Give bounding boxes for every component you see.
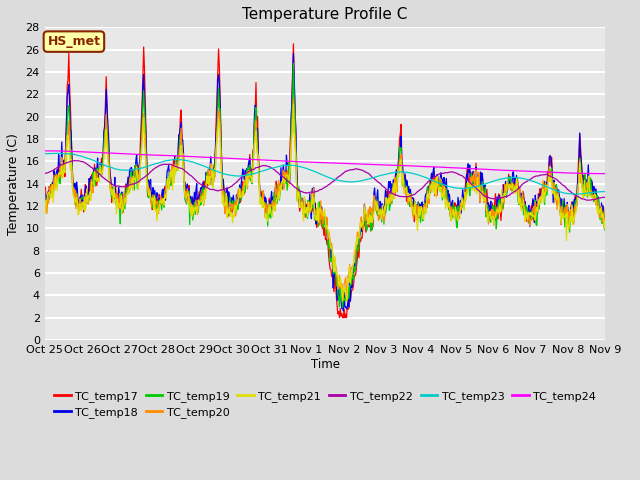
TC_temp18 — [109, 184, 116, 190]
Line: TC_temp18: TC_temp18 — [45, 54, 605, 311]
TC_temp21 — [195, 203, 203, 208]
TC_temp22 — [196, 181, 204, 187]
TC_temp23 — [410, 171, 418, 177]
TC_temp24 — [52, 148, 60, 154]
TC_temp20 — [166, 182, 173, 188]
TC_temp19 — [395, 168, 403, 174]
TC_temp17 — [41, 203, 49, 208]
TC_temp24 — [196, 154, 204, 160]
TC_temp17 — [166, 178, 173, 183]
TC_temp17 — [109, 192, 116, 197]
Line: TC_temp22: TC_temp22 — [45, 161, 605, 200]
TC_temp22 — [41, 171, 49, 177]
TC_temp18 — [41, 195, 49, 201]
TC_temp23 — [109, 165, 117, 171]
Y-axis label: Temperature (C): Temperature (C) — [7, 132, 20, 235]
TC_temp23 — [166, 157, 174, 163]
TC_temp20 — [109, 190, 116, 195]
TC_temp19 — [109, 184, 116, 190]
TC_temp21 — [602, 206, 609, 212]
TC_temp24 — [109, 150, 117, 156]
TC_temp24 — [602, 171, 609, 177]
TC_temp18 — [602, 211, 609, 216]
TC_temp22 — [585, 197, 593, 203]
TC_temp20 — [602, 207, 609, 213]
TC_temp21 — [395, 174, 403, 180]
TC_temp17 — [290, 41, 298, 47]
TC_temp23 — [41, 151, 49, 156]
TC_temp17 — [395, 160, 403, 166]
TC_temp18 — [412, 205, 419, 211]
TC_temp24 — [166, 153, 174, 158]
TC_temp20 — [290, 96, 298, 102]
TC_temp19 — [41, 200, 49, 206]
TC_temp22 — [394, 193, 402, 199]
TC_temp17 — [412, 208, 419, 214]
TC_temp24 — [45, 148, 53, 154]
TC_temp20 — [51, 187, 59, 193]
TC_temp21 — [51, 185, 59, 191]
TC_temp17 — [51, 180, 59, 186]
TC_temp17 — [335, 315, 343, 321]
Line: TC_temp24: TC_temp24 — [45, 151, 605, 174]
X-axis label: Time: Time — [310, 358, 340, 371]
TC_temp21 — [342, 299, 350, 304]
TC_temp18 — [195, 192, 203, 198]
TC_temp22 — [166, 161, 174, 167]
TC_temp22 — [109, 182, 117, 188]
TC_temp24 — [599, 171, 607, 177]
TC_temp24 — [41, 148, 49, 154]
TC_temp20 — [395, 169, 403, 175]
TC_temp20 — [340, 296, 348, 302]
Text: HS_met: HS_met — [47, 35, 100, 48]
TC_temp17 — [195, 189, 203, 194]
TC_temp23 — [571, 191, 579, 197]
TC_temp24 — [394, 163, 402, 168]
TC_temp21 — [290, 101, 298, 107]
TC_temp23 — [54, 150, 61, 156]
TC_temp18 — [290, 51, 298, 57]
TC_temp21 — [166, 180, 173, 186]
TC_temp21 — [412, 199, 419, 205]
TC_temp23 — [196, 162, 204, 168]
Legend: TC_temp17, TC_temp18, TC_temp19, TC_temp20, TC_temp21, TC_temp22, TC_temp23, TC_: TC_temp17, TC_temp18, TC_temp19, TC_temp… — [49, 386, 600, 422]
Line: TC_temp17: TC_temp17 — [45, 44, 605, 318]
TC_temp21 — [109, 187, 116, 192]
Line: TC_temp21: TC_temp21 — [45, 104, 605, 301]
TC_temp20 — [195, 199, 203, 205]
TC_temp19 — [166, 170, 173, 176]
TC_temp21 — [41, 188, 49, 193]
TC_temp19 — [51, 181, 59, 187]
Line: TC_temp20: TC_temp20 — [45, 99, 605, 299]
TC_temp19 — [339, 305, 346, 311]
TC_temp19 — [412, 199, 419, 204]
TC_temp23 — [602, 189, 609, 194]
TC_temp23 — [394, 169, 402, 175]
TC_temp22 — [602, 194, 609, 200]
TC_temp22 — [410, 192, 418, 197]
TC_temp18 — [166, 173, 173, 179]
TC_temp20 — [412, 209, 419, 215]
TC_temp20 — [41, 207, 49, 213]
Title: Temperature Profile C: Temperature Profile C — [243, 7, 408, 22]
TC_temp24 — [410, 163, 418, 169]
TC_temp17 — [602, 204, 609, 210]
TC_temp18 — [51, 174, 59, 180]
Line: TC_temp23: TC_temp23 — [45, 153, 605, 194]
TC_temp22 — [70, 158, 78, 164]
TC_temp19 — [290, 60, 298, 66]
TC_temp18 — [340, 308, 348, 314]
TC_temp22 — [51, 166, 59, 172]
TC_temp23 — [51, 151, 59, 156]
Line: TC_temp19: TC_temp19 — [45, 63, 605, 308]
TC_temp19 — [602, 217, 609, 223]
TC_temp19 — [195, 198, 203, 204]
TC_temp18 — [395, 155, 403, 160]
